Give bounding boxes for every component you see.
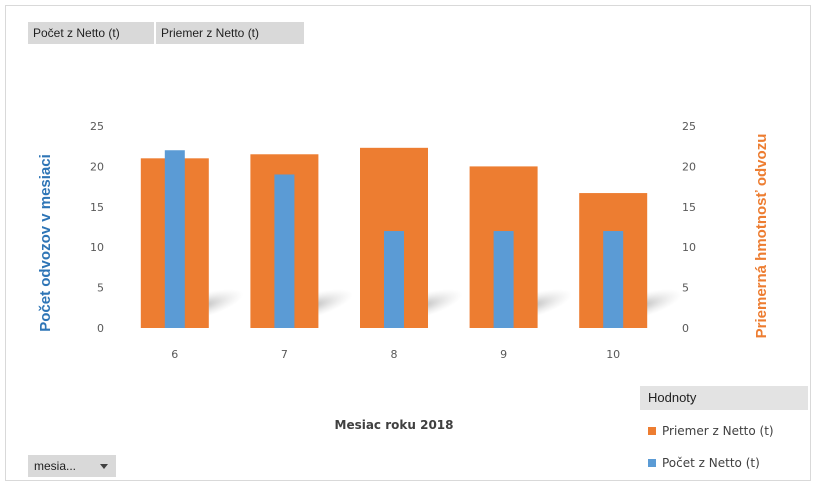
axis-ticks: 6 7 8 9 10 0 5 10 15 20 25 0 5 10 15 20 25 <box>90 120 696 361</box>
y-tick-label: 0 <box>97 322 104 335</box>
y-tick-label: 20 <box>90 160 104 173</box>
chevron-down-icon <box>100 464 108 469</box>
bars <box>140 147 648 328</box>
bar-count-8 <box>384 231 404 328</box>
y2-axis-title: Priemerná hmotnosť odvozu <box>753 134 770 339</box>
bar-count-6 <box>164 150 185 328</box>
bar-count-10 <box>603 231 624 328</box>
x-axis-title: Mesiac roku 2018 <box>335 418 454 432</box>
legend-title: Hodnoty <box>640 386 808 410</box>
legend-swatch-count <box>648 458 656 467</box>
legend-label-average: Priemer z Netto (t) <box>662 424 774 438</box>
pivot-field-button-count[interactable]: Počet z Netto (t) <box>28 22 154 44</box>
pivot-field-button-average[interactable]: Priemer z Netto (t) <box>156 22 304 44</box>
legend-label-count: Počet z Netto (t) <box>662 456 760 470</box>
y2-tick-label: 0 <box>682 322 689 335</box>
y-tick-label: 25 <box>90 120 104 133</box>
bar-count-9 <box>493 231 514 328</box>
x-tick-label: 8 <box>391 348 398 361</box>
y2-tick-label: 15 <box>682 201 696 214</box>
legend-item-count: Počet z Netto (t) <box>648 454 760 472</box>
y2-tick-label: 20 <box>682 160 696 173</box>
x-tick-label: 7 <box>281 348 288 361</box>
x-tick-label: 6 <box>171 348 178 361</box>
x-tick-label: 10 <box>606 348 620 361</box>
month-filter-label: mesia... <box>34 459 77 473</box>
legend-swatch-average <box>648 426 656 435</box>
month-filter-dropdown[interactable]: mesia... <box>28 455 116 477</box>
y-axis-title: Počet odvozov v mesiaci <box>37 154 54 332</box>
y2-tick-label: 10 <box>682 241 696 254</box>
y-tick-label: 10 <box>90 241 104 254</box>
y2-tick-label: 5 <box>682 282 689 295</box>
y2-tick-label: 25 <box>682 120 696 133</box>
bar-count-7 <box>274 174 295 328</box>
y-tick-label: 5 <box>97 282 104 295</box>
y-tick-label: 15 <box>90 201 104 214</box>
legend-item-average: Priemer z Netto (t) <box>648 422 774 440</box>
x-tick-label: 9 <box>500 348 507 361</box>
